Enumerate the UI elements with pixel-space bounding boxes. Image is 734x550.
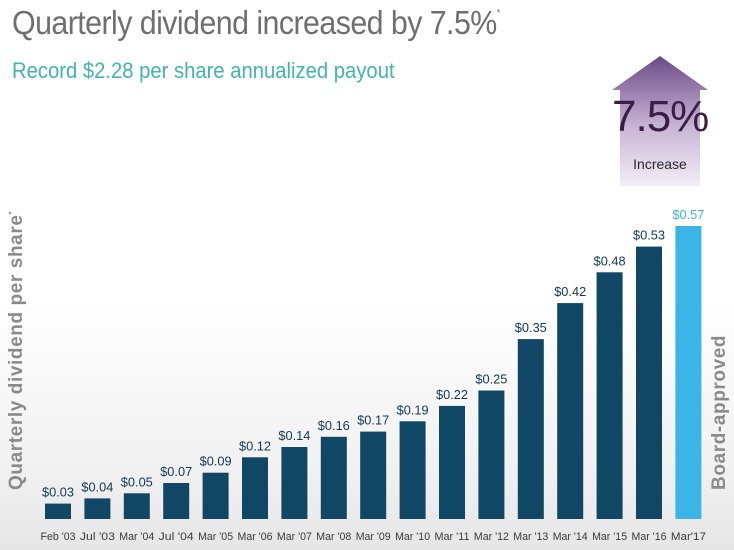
bar-value-label-14: $0.48 xyxy=(594,253,626,268)
bar-value-label-1: $0.04 xyxy=(81,479,113,494)
bar-value-label-13: $0.42 xyxy=(554,284,586,299)
bar-value-label-15: $0.53 xyxy=(633,228,665,243)
bar-4 xyxy=(202,472,229,519)
x-tick-label-3: Jul '04 xyxy=(159,531,194,543)
x-tick-label-2: Mar '04 xyxy=(119,531,154,543)
x-tick-label-7: Mar '08 xyxy=(316,531,351,543)
bar-1 xyxy=(84,498,111,519)
bar-2 xyxy=(123,493,150,519)
bar-15 xyxy=(636,246,662,519)
bar-7 xyxy=(320,436,347,519)
x-tick-label-4: Mar '05 xyxy=(198,531,233,543)
x-tick-label-0: Feb '03 xyxy=(41,531,76,543)
increase-arrow-badge xyxy=(612,56,708,186)
bar-3 xyxy=(163,483,190,519)
up-arrow-icon xyxy=(612,56,708,186)
increase-label: Increase xyxy=(633,156,687,172)
bar-value-label-16: $0.57 xyxy=(672,207,704,222)
chart-title: Quarterly dividend increased by 7.5%* xyxy=(12,4,501,41)
bar-value-label-5: $0.12 xyxy=(239,438,271,453)
bar-value-label-4: $0.09 xyxy=(200,454,232,469)
bar-value-label-2: $0.05 xyxy=(121,474,153,489)
bar-11 xyxy=(478,390,505,519)
x-tick-label-12: Mar '13 xyxy=(513,531,548,543)
bar-9 xyxy=(399,421,426,519)
bar-16 xyxy=(675,226,702,519)
x-tick-label-11: Mar '12 xyxy=(474,531,509,543)
x-tick-label-6: Mar '07 xyxy=(277,531,312,543)
x-tick-label-1: Jul '03 xyxy=(80,531,115,543)
bar-value-label-9: $0.19 xyxy=(397,402,429,417)
x-tick-label-9: Mar '10 xyxy=(395,531,430,543)
bar-value-label-6: $0.14 xyxy=(278,428,310,443)
x-tick-label-14: Mar '15 xyxy=(592,531,627,543)
bar-14 xyxy=(596,272,623,519)
bar-13 xyxy=(557,303,584,519)
bar-value-label-8: $0.17 xyxy=(357,413,389,428)
bar-value-label-3: $0.07 xyxy=(160,464,192,479)
bar-6 xyxy=(281,447,308,519)
bar-12 xyxy=(517,339,544,519)
x-tick-label-8: Mar '09 xyxy=(356,531,391,543)
title-footnote-mark: * xyxy=(496,8,501,19)
bar-0 xyxy=(45,503,71,519)
bar-value-label-7: $0.16 xyxy=(318,418,350,433)
bar-10 xyxy=(439,405,465,519)
bar-value-label-0: $0.03 xyxy=(42,485,74,500)
x-tick-label-16: Mar'17 xyxy=(671,531,706,543)
x-tick-label-15: Mar '16 xyxy=(632,531,667,543)
bar-value-label-12: $0.35 xyxy=(515,320,547,335)
x-tick-label-13: Mar '14 xyxy=(553,531,588,543)
bar-value-label-11: $0.25 xyxy=(475,372,507,387)
increase-percent: 7.5% xyxy=(612,92,709,141)
x-tick-label-10: Mar '11 xyxy=(435,531,470,543)
bar-value-label-10: $0.22 xyxy=(436,387,468,402)
bar-8 xyxy=(360,431,387,519)
chart-subtitle: Record $2.28 per share annualized payout xyxy=(12,58,395,83)
x-tick-label-5: Mar '06 xyxy=(238,531,273,543)
bar-5 xyxy=(242,457,268,519)
